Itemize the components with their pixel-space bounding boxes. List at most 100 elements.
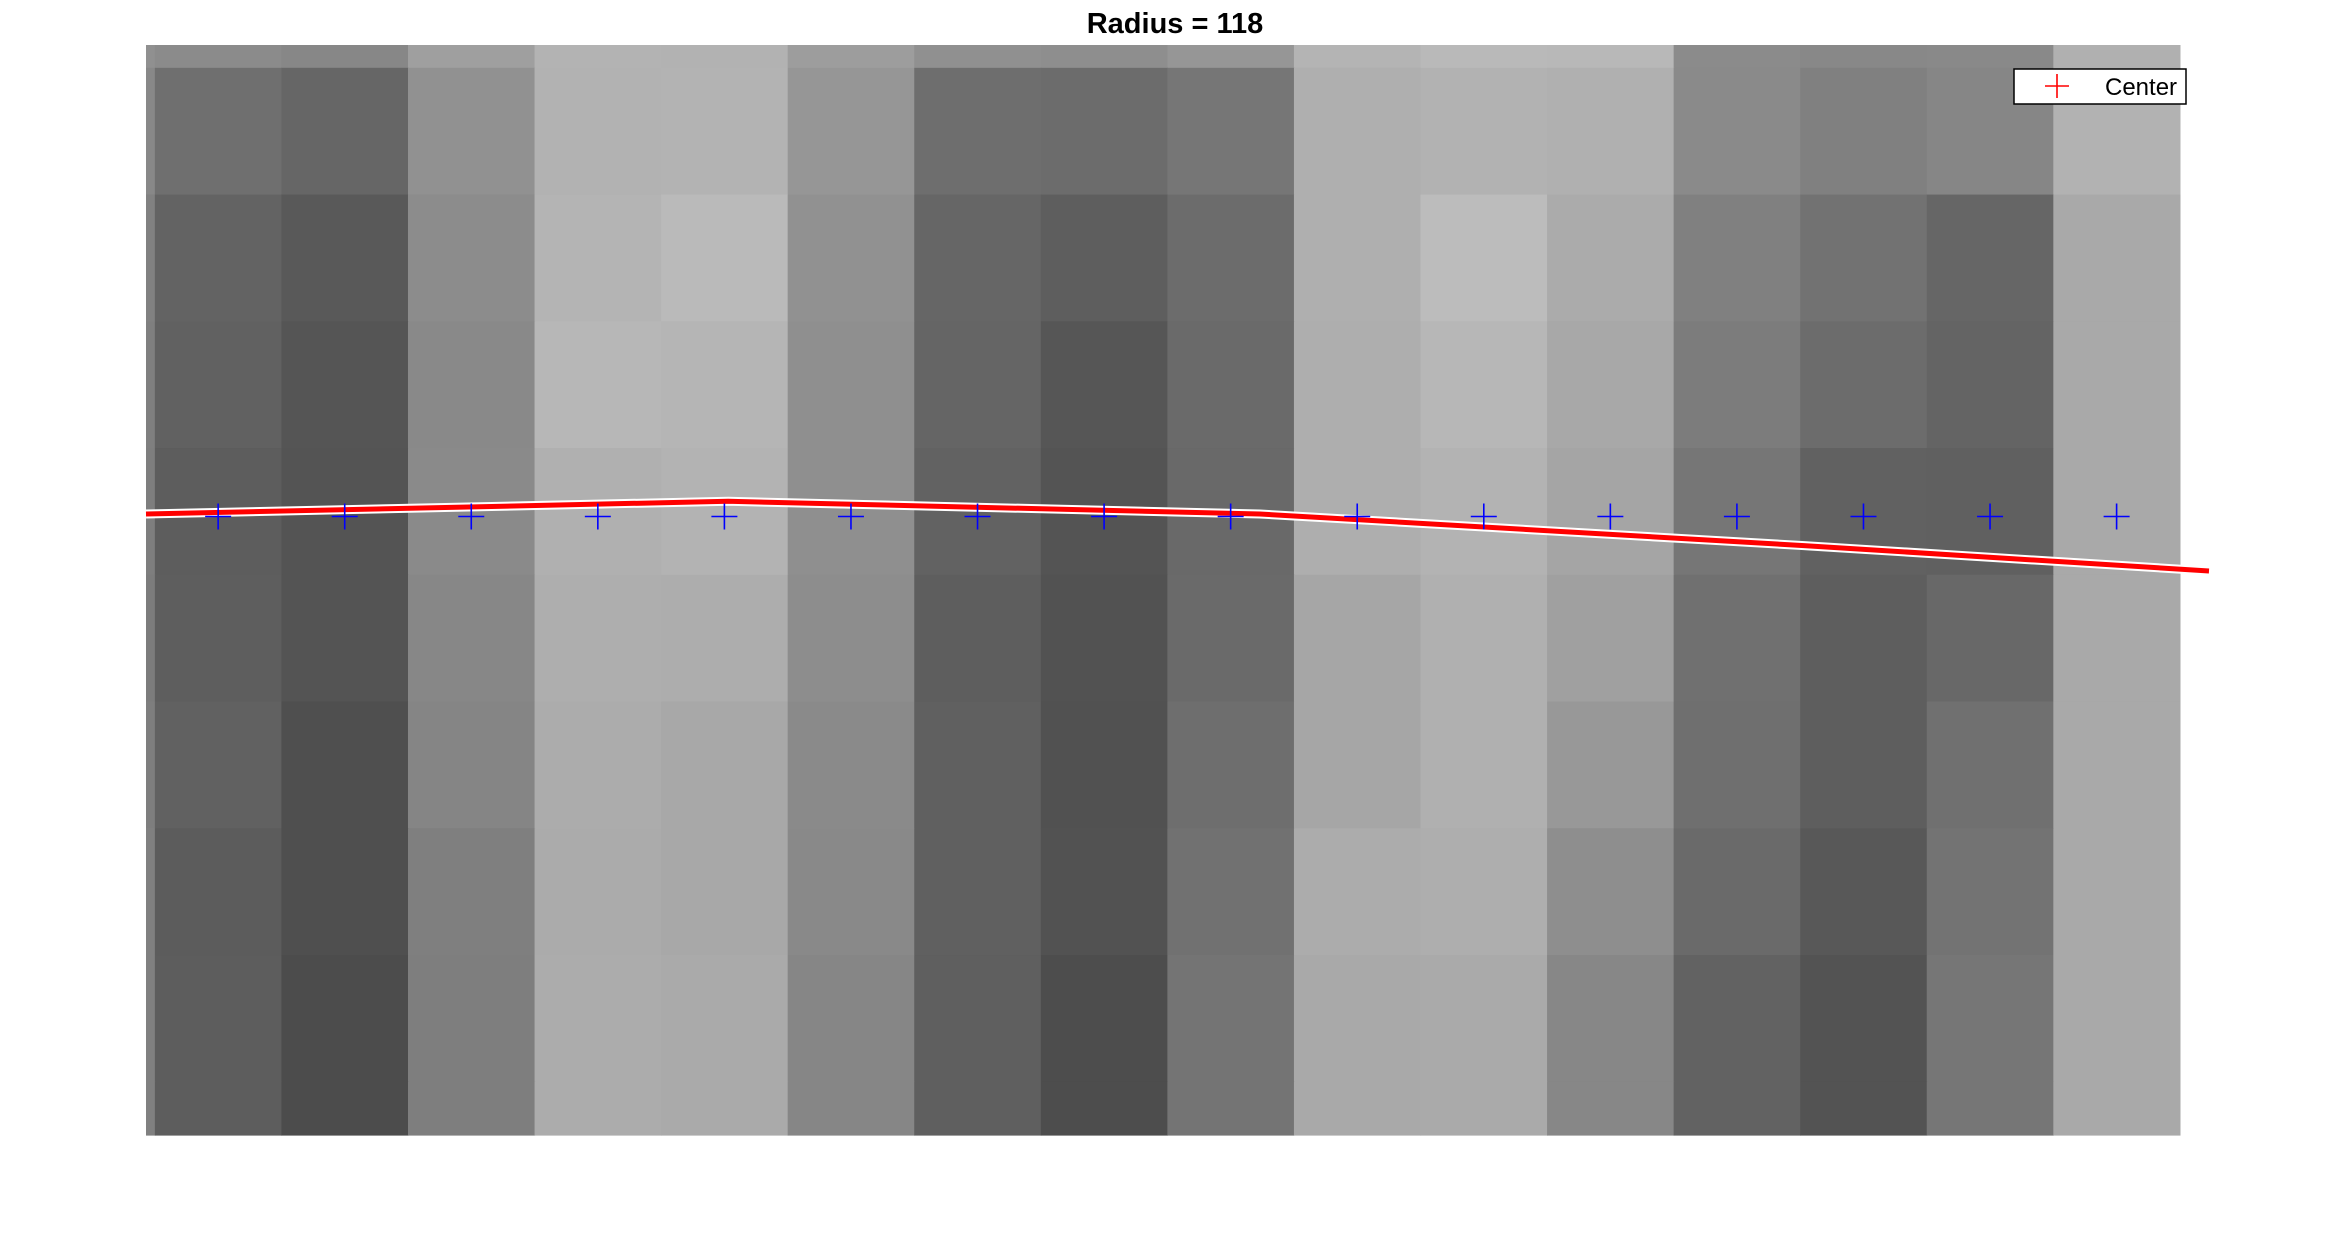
image-cell	[661, 321, 789, 449]
image-cell	[787, 67, 915, 196]
image-cell	[1293, 574, 1422, 703]
image-cell	[1926, 45, 2054, 69]
image-cell	[1040, 701, 1168, 829]
image-cell	[534, 194, 662, 322]
image-cell	[146, 574, 156, 703]
image-cell	[534, 45, 662, 69]
image-cell	[787, 701, 915, 829]
image-cell	[281, 321, 409, 449]
image-cell	[661, 45, 789, 69]
image-cell	[1293, 194, 1422, 322]
image-cell	[2053, 828, 2181, 956]
image-cell	[1800, 828, 1928, 956]
legend: Center	[2013, 68, 2187, 105]
line-layer	[145, 496, 2210, 576]
image-cell	[154, 1081, 283, 1136]
image-cell	[914, 45, 1042, 69]
image-cell	[787, 955, 915, 1083]
image-cell	[914, 828, 1042, 956]
chart-title: Radius = 118	[1087, 8, 1264, 40]
image-cell	[1420, 828, 1548, 956]
image-cell	[2053, 701, 2181, 829]
image-cell	[1547, 321, 1675, 449]
image-cell	[1293, 321, 1422, 449]
center-marker	[1217, 503, 1244, 530]
image-cell	[146, 321, 156, 449]
image-cell	[146, 701, 156, 829]
center-marker	[331, 503, 358, 530]
image-cell	[1547, 828, 1675, 956]
center-marker	[964, 503, 991, 530]
image-cell	[407, 828, 536, 956]
image-cell	[1293, 701, 1422, 829]
image-cell	[1040, 574, 1168, 703]
image-cell	[787, 194, 915, 322]
image-cell	[787, 574, 915, 703]
image-cell	[154, 828, 283, 956]
image-cell	[2053, 574, 2181, 703]
image-cell	[1547, 67, 1675, 196]
image-cell	[1673, 45, 1801, 69]
center-marker	[1344, 503, 1371, 530]
image-cell	[661, 828, 789, 956]
center-marker	[1091, 503, 1118, 530]
image-cell	[1926, 321, 2054, 449]
image-cell	[534, 955, 662, 1083]
image-cell	[787, 45, 915, 69]
center-marker	[1977, 503, 2004, 530]
image-cell	[1926, 828, 2054, 956]
image-cell	[146, 45, 156, 69]
image-cell	[407, 701, 536, 829]
image-cell	[1800, 321, 1928, 449]
image-cell	[1420, 194, 1548, 322]
image-cell	[1800, 1081, 1928, 1136]
legend-label-center: Center	[2105, 74, 2177, 101]
image-cell	[1547, 45, 1675, 69]
image-cell	[146, 955, 156, 1083]
image-cell	[1420, 701, 1548, 829]
image-cell	[1547, 1081, 1675, 1136]
image-cell	[1293, 955, 1422, 1083]
image-cell	[281, 955, 409, 1083]
image-cell	[407, 321, 536, 449]
image-cell	[914, 1081, 1042, 1136]
center-marker	[711, 503, 738, 530]
center-marker	[584, 503, 611, 530]
image-cell	[1673, 828, 1801, 956]
image-cell	[914, 321, 1042, 449]
image-cell	[1167, 701, 1295, 829]
image-cell	[281, 67, 409, 196]
image-cell	[1040, 67, 1168, 196]
image-cell	[1040, 955, 1168, 1083]
image-cell	[154, 67, 283, 196]
image-cell	[154, 955, 283, 1083]
image-cell	[1673, 701, 1801, 829]
image-cell	[281, 194, 409, 322]
image-cell	[1800, 67, 1928, 196]
image-cell	[661, 574, 789, 703]
center-marker	[205, 503, 232, 530]
image-cell	[281, 574, 409, 703]
image-cell	[787, 321, 915, 449]
image-layer	[146, 45, 2181, 1136]
image-cell	[787, 828, 915, 956]
image-cell	[281, 701, 409, 829]
image-cell	[661, 955, 789, 1083]
image-cell	[1547, 574, 1675, 703]
image-cell	[154, 701, 283, 829]
image-cell	[2053, 45, 2181, 69]
image-cell	[281, 45, 409, 69]
image-cell	[534, 701, 662, 829]
image-cell	[787, 1081, 915, 1136]
center-marker	[1470, 503, 1497, 530]
image-cell	[1420, 574, 1548, 703]
image-cell	[407, 574, 536, 703]
image-cell	[661, 1081, 789, 1136]
image-cell	[2053, 194, 2181, 322]
image-cell	[1800, 45, 1928, 69]
image-cell	[534, 828, 662, 956]
image-cell	[1040, 194, 1168, 322]
image-cell	[1167, 828, 1295, 956]
image-cell	[281, 1081, 409, 1136]
